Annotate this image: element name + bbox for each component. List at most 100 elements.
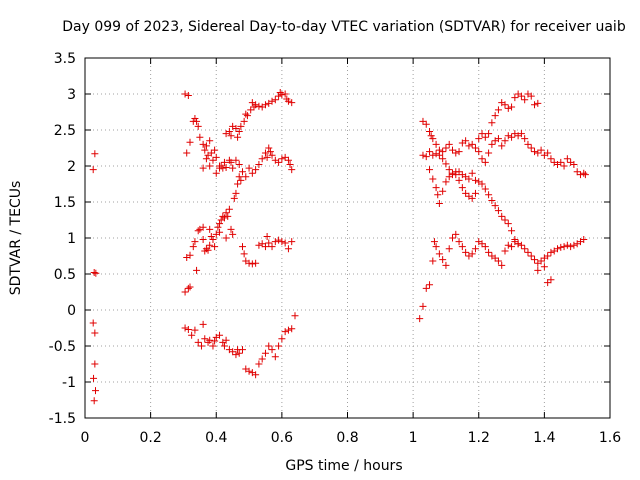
data-point: [224, 212, 232, 220]
data-point: [481, 158, 489, 166]
data-point: [209, 156, 217, 164]
y-tick-label: 3.5: [54, 51, 76, 67]
data-point: [247, 106, 255, 114]
data-point: [281, 328, 289, 336]
data-point: [268, 346, 276, 354]
data-point: [194, 227, 202, 235]
data-point: [570, 241, 578, 249]
data-point: [235, 127, 243, 135]
data-point: [468, 169, 476, 177]
data-point: [281, 153, 289, 161]
data-point: [439, 148, 447, 156]
data-point: [207, 233, 215, 241]
data-point: [547, 155, 555, 163]
data-point: [229, 348, 237, 356]
data-point: [237, 122, 245, 130]
data-point: [229, 164, 237, 172]
data-point: [426, 148, 434, 156]
y-tick-label: 0.5: [54, 267, 76, 283]
data-point: [91, 150, 99, 158]
data-point: [181, 90, 189, 98]
data-point: [219, 164, 227, 172]
data-point: [263, 153, 271, 161]
data-point: [521, 135, 529, 143]
data-point: [544, 279, 552, 287]
data-point: [554, 245, 561, 253]
data-point: [235, 161, 243, 169]
data-point: [570, 161, 578, 169]
data-point: [429, 257, 437, 265]
data-point: [252, 101, 260, 109]
x-tick-label: 1.4: [533, 430, 555, 446]
data-point: [239, 168, 246, 176]
y-tick-label: 2: [67, 159, 76, 175]
data-point: [478, 155, 486, 163]
data-point: [567, 243, 575, 251]
data-point: [581, 171, 589, 179]
data-point: [288, 325, 296, 333]
data-point: [465, 175, 473, 183]
data-point: [222, 209, 230, 217]
data-point: [288, 166, 296, 174]
data-point: [278, 91, 286, 99]
data-point: [426, 166, 434, 174]
data-point: [248, 260, 256, 268]
data-point: [426, 127, 434, 135]
data-point: [92, 387, 99, 395]
data-point: [237, 176, 245, 184]
data-point: [557, 158, 565, 166]
data-point: [435, 146, 443, 154]
data-point: [261, 149, 269, 157]
x-axis-label: GPS time / hours: [285, 458, 402, 474]
data-point: [227, 225, 235, 233]
data-point: [284, 156, 292, 164]
data-point: [501, 101, 509, 109]
data-point: [199, 140, 207, 148]
x-tick-label: 0.6: [271, 430, 293, 446]
data-point: [209, 235, 217, 243]
data-point: [514, 240, 522, 248]
data-point: [527, 144, 535, 152]
data-point: [419, 302, 427, 310]
data-point: [220, 214, 228, 222]
y-tick-label: -0.5: [49, 339, 76, 355]
data-point: [90, 397, 98, 405]
data-point: [462, 248, 470, 256]
data-point: [229, 230, 237, 238]
data-point: [534, 149, 542, 157]
data-point: [478, 180, 486, 188]
y-tick-label: 1: [67, 231, 76, 247]
data-point: [560, 243, 568, 251]
data-point: [239, 346, 246, 354]
data-point: [186, 251, 194, 259]
x-tick-label: 1: [409, 430, 418, 446]
data-point: [439, 187, 447, 195]
data-point: [245, 367, 253, 375]
data-point: [194, 122, 202, 130]
data-point: [432, 184, 440, 192]
data-point: [449, 234, 456, 242]
data-point: [531, 148, 539, 156]
data-point: [186, 283, 194, 291]
data-point: [429, 135, 437, 143]
data-point: [258, 355, 266, 363]
data-point: [427, 132, 435, 140]
data-point: [468, 250, 476, 258]
data-point: [449, 171, 456, 179]
data-point: [534, 99, 542, 107]
data-point: [449, 146, 456, 154]
data-point: [501, 216, 509, 224]
data-point: [232, 156, 240, 164]
data-point: [521, 96, 529, 104]
data-point: [193, 266, 201, 274]
data-point: [286, 161, 294, 169]
data-point: [544, 252, 552, 260]
data-point: [508, 227, 516, 235]
data-point: [202, 155, 210, 163]
data-point: [291, 312, 299, 320]
data-point: [216, 228, 224, 236]
data-point: [288, 99, 296, 107]
data-point: [206, 336, 214, 344]
data-point: [445, 140, 453, 148]
